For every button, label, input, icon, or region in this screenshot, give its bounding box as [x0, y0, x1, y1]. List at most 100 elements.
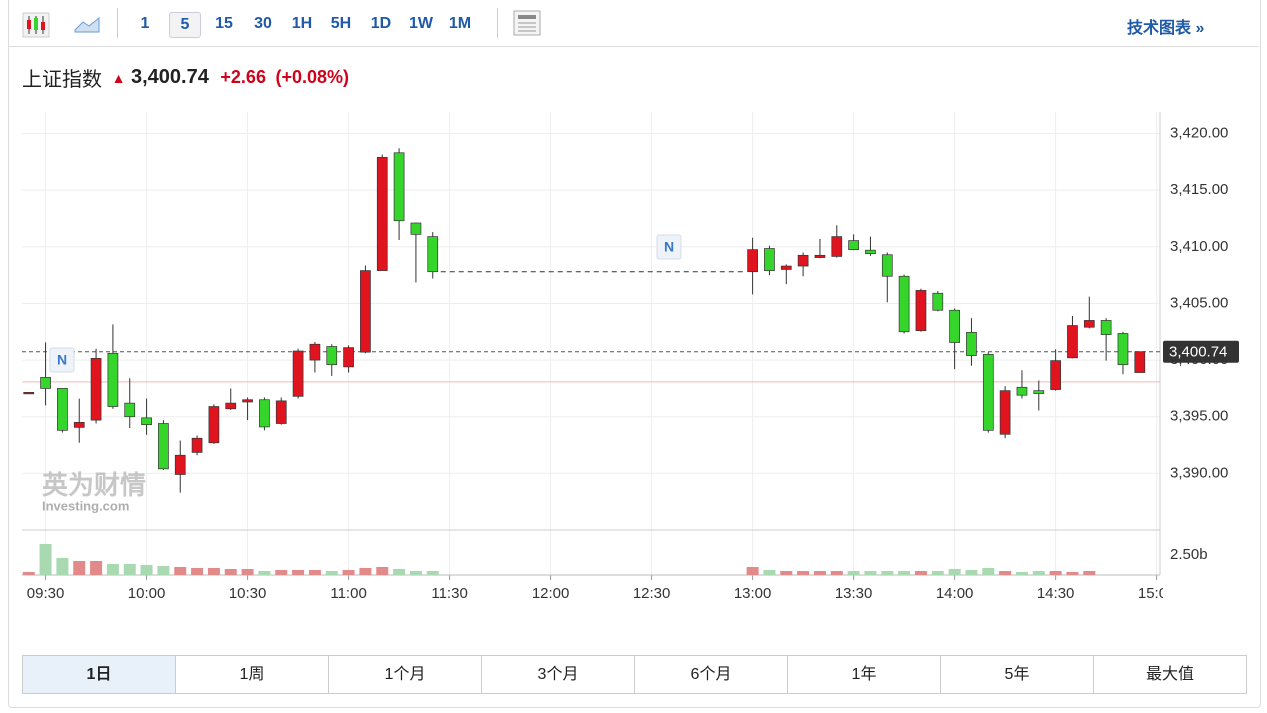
volume-bar	[1083, 571, 1096, 575]
range-tab[interactable]: 1周	[176, 656, 329, 693]
watermark: Investing.com	[42, 498, 129, 513]
candle-body	[915, 290, 927, 331]
range-tab[interactable]: 1个月	[329, 656, 482, 693]
interval-button[interactable]: 1M	[448, 15, 472, 32]
range-tab[interactable]: 1日	[23, 656, 176, 693]
range-tabs: 1日 1周 1个月 3个月 6个月 1年 5年 最大值	[22, 655, 1247, 694]
x-tick-label: 12:30	[633, 585, 671, 602]
candle-body	[158, 423, 169, 470]
x-tick-label: 15:00	[1138, 585, 1176, 602]
x-tick-label: 09:30	[27, 585, 65, 602]
candle-body	[107, 352, 119, 407]
candle-body	[343, 347, 354, 368]
volume-bar	[140, 565, 153, 575]
interval-button[interactable]: 1D	[370, 15, 392, 32]
instrument-name: 上证指数	[22, 69, 102, 91]
volume-bar	[376, 567, 389, 575]
volume-bar	[308, 569, 321, 575]
news-icon[interactable]	[512, 0, 542, 46]
volume-bar	[157, 565, 170, 575]
volume-bar	[174, 567, 187, 575]
volume-bar	[22, 571, 35, 575]
y-tick-label: 3,410.00	[1170, 238, 1228, 255]
volume-bar	[813, 571, 826, 575]
interval-button[interactable]: 1H	[291, 15, 313, 32]
volume-bar	[207, 567, 220, 575]
change-pct: (+0.08%)	[275, 67, 350, 87]
interval-button[interactable]: 5H	[330, 15, 352, 32]
candle-body	[326, 346, 338, 365]
candle-body	[848, 240, 859, 250]
candle-body	[814, 254, 826, 258]
y-tick-label: 3,395.00	[1170, 408, 1228, 425]
candle-icon[interactable]	[17, 0, 57, 46]
volume-bar	[90, 561, 103, 575]
candle-body	[292, 350, 304, 397]
interval-button[interactable]: 15	[215, 15, 233, 32]
x-tick-label: 13:30	[835, 585, 873, 602]
separator	[497, 8, 498, 38]
range-tab[interactable]: 最大值	[1145, 666, 1194, 683]
y-tick-label: 3,390.00	[1170, 464, 1228, 481]
tech-chart-link[interactable]: 技术图表 »	[1127, 20, 1205, 37]
candle-body	[865, 249, 876, 254]
candle-body	[410, 222, 422, 235]
volume-bar	[426, 571, 439, 575]
volume-bar	[393, 569, 406, 575]
candle-body	[376, 156, 388, 271]
candle-body	[1033, 390, 1045, 394]
range-tab[interactable]: 1年	[788, 656, 941, 693]
change: +2.66	[220, 67, 266, 87]
x-tick-label: 12:00	[532, 585, 570, 602]
candle-body	[259, 399, 270, 428]
volume-bar	[914, 571, 927, 575]
volume-bar	[56, 557, 69, 575]
interval-button[interactable]: 1W	[409, 15, 433, 32]
volume-bar	[763, 569, 776, 575]
candle-body	[747, 249, 758, 273]
range-tab[interactable]: 6个月	[635, 656, 788, 693]
quote-header: 上证指数 ▲ 3,400.74 +2.66 (+0.08%)	[22, 63, 349, 92]
up-arrow: ▲	[111, 69, 126, 86]
volume-bar	[106, 563, 119, 575]
last-price: 3,400.74	[130, 66, 209, 88]
interval-button[interactable]: 30	[254, 15, 272, 32]
volume-bar	[847, 571, 860, 575]
news-marker[interactable]	[49, 347, 75, 373]
range-tab[interactable]: 3个月	[482, 656, 635, 693]
candle-body	[57, 388, 68, 431]
interval-button[interactable]: 1	[140, 15, 150, 32]
volume-bar	[881, 571, 894, 575]
news-marker[interactable]	[656, 234, 682, 260]
news-marker-label: N	[57, 352, 67, 368]
range-tab[interactable]: 5年	[941, 656, 1094, 693]
volume-bar	[1049, 571, 1062, 575]
x-tick-label: 14:00	[936, 585, 974, 602]
candle-body	[360, 270, 371, 353]
volume-bar	[1066, 571, 1079, 575]
volume-bar	[1032, 571, 1045, 575]
volume-bar	[948, 569, 961, 575]
volume-bar	[39, 543, 52, 575]
volume-bar	[746, 567, 759, 575]
area-icon[interactable]	[73, 0, 103, 46]
candle-body	[797, 254, 809, 267]
volume-bar	[931, 571, 944, 575]
news-marker-label: N	[664, 239, 674, 255]
volume-bar	[123, 563, 136, 575]
candle-body	[1050, 360, 1061, 390]
candle-body	[982, 354, 994, 431]
candle-body	[949, 309, 960, 343]
candle-body	[393, 152, 405, 222]
candle-body	[1117, 333, 1129, 365]
candle-body	[427, 236, 439, 273]
candle-body	[966, 331, 977, 356]
volume-bar	[292, 569, 305, 575]
candle-body	[124, 402, 136, 418]
interval-button[interactable]: 5	[169, 12, 201, 38]
candle-body	[999, 390, 1011, 435]
volume-bar	[325, 571, 338, 575]
candle-body	[881, 254, 893, 277]
y-tick-label: 3,420.00	[1170, 124, 1228, 141]
volume-bar	[359, 567, 372, 575]
